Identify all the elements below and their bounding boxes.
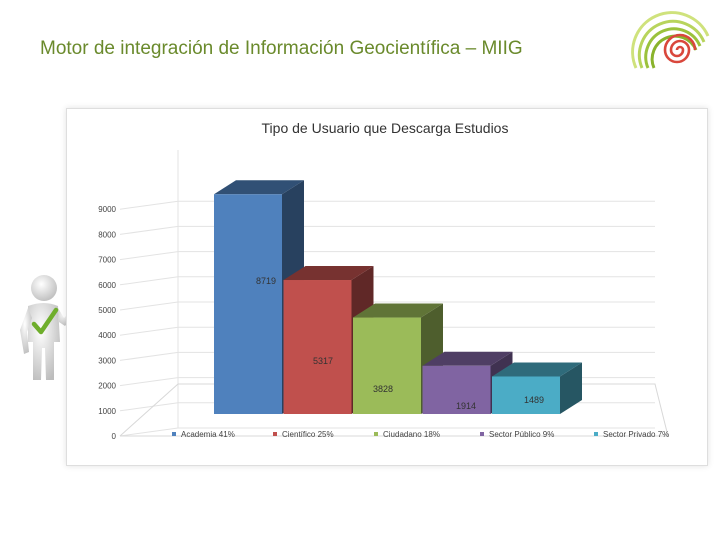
legend-entry: Academia 41% xyxy=(181,430,235,439)
gridline-side xyxy=(119,276,179,286)
legend-swatch xyxy=(374,432,378,436)
legend-swatch xyxy=(480,432,484,436)
bar xyxy=(492,362,582,414)
legend-entry: Ciudadano 18% xyxy=(383,430,440,439)
bar-top xyxy=(422,351,513,366)
y-tick-label: 6000 xyxy=(98,281,116,290)
y-tick-label: 5000 xyxy=(98,306,116,315)
data-label: 1914 xyxy=(456,401,476,411)
legend-entry: Sector Privado 7% xyxy=(603,430,669,439)
bar-front xyxy=(422,365,491,414)
y-tick-label: 7000 xyxy=(98,256,116,265)
gridline-side xyxy=(119,377,179,387)
slide-title: Motor de integración de Información Geoc… xyxy=(40,38,523,59)
bar-front xyxy=(214,194,282,414)
legend-swatch xyxy=(273,432,277,436)
gridline-side xyxy=(119,301,179,311)
y-tick-label: 0 xyxy=(112,432,117,441)
bar-front xyxy=(353,317,421,414)
bar-side xyxy=(560,362,582,414)
spiral-logo-icon xyxy=(631,11,710,69)
bar xyxy=(422,351,513,414)
legend-entry: Científico 25% xyxy=(282,430,334,439)
data-label: 5317 xyxy=(313,356,333,366)
y-tick-label: 3000 xyxy=(98,356,116,365)
gridline-side xyxy=(119,326,179,336)
y-tick-label: 4000 xyxy=(98,331,116,340)
person-checkmark-icon xyxy=(20,275,73,380)
chart-title: Tipo de Usuario que Descarga Estudios xyxy=(262,120,509,136)
legend-swatch xyxy=(172,432,176,436)
data-label: 1489 xyxy=(524,395,544,405)
bar-front xyxy=(492,376,560,414)
gridline-side xyxy=(119,200,179,210)
y-tick-label: 8000 xyxy=(98,230,116,239)
legend-entry: Sector Público 9% xyxy=(489,430,554,439)
gridline-side xyxy=(119,402,179,412)
bar-top xyxy=(353,303,443,318)
legend-swatch xyxy=(594,432,598,436)
gridline-side xyxy=(119,351,179,361)
y-tick-label: 2000 xyxy=(98,382,116,391)
gridline-side xyxy=(119,427,179,437)
bar-front xyxy=(283,280,352,414)
bar-top xyxy=(492,362,582,377)
gridline-side xyxy=(119,251,179,261)
bar-top xyxy=(214,180,304,195)
data-label: 8719 xyxy=(256,276,276,286)
data-label: 3828 xyxy=(373,384,393,394)
bar-top xyxy=(283,266,374,281)
gridline-side xyxy=(119,225,179,235)
y-tick-label: 1000 xyxy=(98,407,116,416)
y-tick-label: 9000 xyxy=(98,205,116,214)
